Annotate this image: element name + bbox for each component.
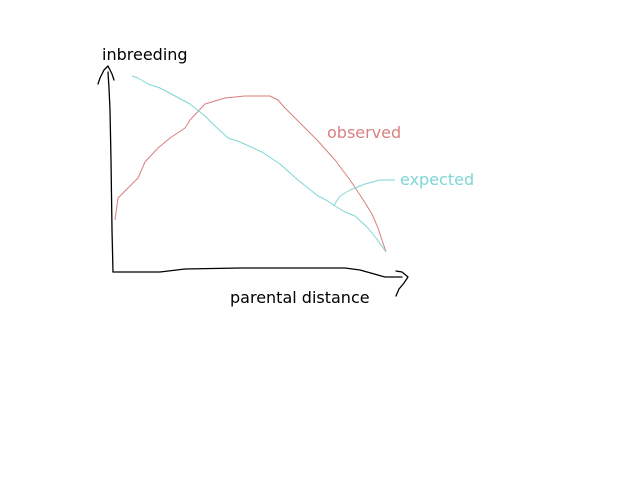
x-axis-line (112, 267, 403, 278)
y-axis-label: inbreeding (102, 45, 188, 64)
x-axis-label: parental distance (230, 288, 370, 307)
y-axis-arrowhead (97, 65, 115, 85)
y-axis-line (107, 71, 114, 273)
expected-label: expected (400, 170, 474, 189)
x-axis-arrowhead (395, 270, 409, 297)
expected-curve (131, 75, 387, 253)
observed-curve (114, 95, 387, 253)
observed-label: observed (327, 123, 401, 142)
expected-leader-line (333, 179, 395, 207)
